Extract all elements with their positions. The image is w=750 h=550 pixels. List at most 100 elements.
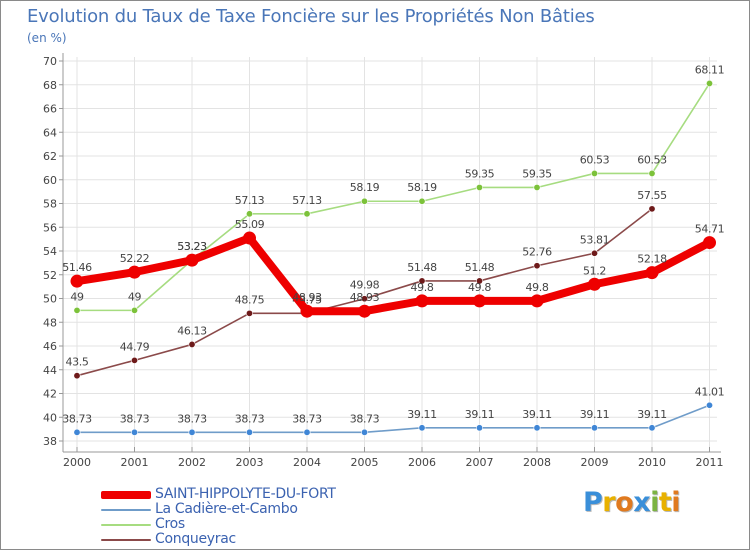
proxiti-logo: Proxiti bbox=[583, 487, 681, 518]
data-label-la-cadi-re-et-cambo: 38.73 bbox=[235, 412, 265, 425]
data-label-la-cadi-re-et-cambo: 38.73 bbox=[62, 412, 92, 425]
data-label-cros: 59.35 bbox=[465, 167, 495, 180]
y-tick-label: 46 bbox=[43, 340, 57, 353]
data-point-conqueyrac bbox=[131, 356, 139, 364]
data-point-conqueyrac bbox=[246, 309, 254, 317]
data-label-la-cadi-re-et-cambo: 38.73 bbox=[292, 412, 322, 425]
legend-label: Cros bbox=[155, 516, 185, 532]
series-line-la-cadi-re-et-cambo bbox=[76, 404, 711, 434]
logo-letter: P bbox=[583, 487, 603, 518]
data-label-cros: 58.19 bbox=[350, 181, 380, 194]
data-point-saint-hippolyte-du-fort bbox=[128, 265, 141, 279]
data-label-cros: 49 bbox=[128, 290, 142, 303]
data-label-conqueyrac: 49.98 bbox=[350, 279, 380, 292]
x-tick-label: 2005 bbox=[351, 456, 379, 469]
data-point-conqueyrac bbox=[73, 372, 81, 380]
data-label-cros: 58.19 bbox=[407, 181, 437, 194]
legend-label: Conqueyrac bbox=[155, 531, 236, 547]
data-label-cros: 57.13 bbox=[235, 194, 265, 207]
y-tick-label: 50 bbox=[43, 293, 57, 306]
y-tick-label: 58 bbox=[43, 198, 57, 211]
data-label-conqueyrac: 51.48 bbox=[407, 261, 437, 274]
data-label-cros: 60.53 bbox=[580, 153, 610, 166]
y-tick-label: 68 bbox=[43, 79, 57, 92]
data-point-saint-hippolyte-du-fort bbox=[70, 274, 84, 288]
data-label-cros: 49 bbox=[70, 290, 84, 303]
data-label-cros: 57.13 bbox=[292, 194, 322, 207]
data-point-saint-hippolyte-du-fort bbox=[588, 277, 601, 291]
logo-letter: i bbox=[650, 487, 659, 518]
data-label-saint-hippolyte-du-fort: 52.22 bbox=[120, 252, 150, 265]
logo-letter: r bbox=[602, 487, 616, 518]
data-point-conqueyrac bbox=[360, 295, 368, 303]
data-point-la-cadi-re-et-cambo bbox=[418, 424, 426, 432]
data-label-la-cadi-re-et-cambo: 38.73 bbox=[350, 412, 380, 425]
y-tick-label: 44 bbox=[43, 364, 57, 377]
y-tick-label: 56 bbox=[43, 221, 57, 234]
data-label-conqueyrac: 44.79 bbox=[120, 340, 150, 353]
legend-swatch bbox=[101, 491, 151, 499]
data-label-cros: 60.53 bbox=[637, 153, 667, 166]
data-point-cros bbox=[73, 306, 81, 314]
data-point-saint-hippolyte-du-fort bbox=[530, 294, 544, 308]
data-label-saint-hippolyte-du-fort: 49.8 bbox=[468, 281, 491, 294]
data-point-conqueyrac bbox=[590, 249, 598, 257]
x-tick-label: 2001 bbox=[121, 456, 149, 469]
data-point-conqueyrac bbox=[418, 277, 426, 285]
series-line-cros bbox=[76, 82, 711, 312]
y-tick-label: 62 bbox=[43, 150, 57, 163]
x-tick-label: 2007 bbox=[466, 456, 494, 469]
data-label-saint-hippolyte-du-fort: 55.09 bbox=[235, 218, 265, 231]
y-tick-label: 48 bbox=[43, 316, 57, 329]
y-tick-label: 66 bbox=[43, 103, 57, 116]
data-point-conqueyrac bbox=[475, 277, 483, 285]
data-label-saint-hippolyte-du-fort: 49.8 bbox=[526, 281, 549, 294]
y-tick-label: 70 bbox=[43, 55, 57, 68]
x-tick-label: 2004 bbox=[293, 456, 321, 469]
data-point-la-cadi-re-et-cambo bbox=[131, 428, 139, 436]
data-label-saint-hippolyte-du-fort: 52.18 bbox=[637, 253, 667, 266]
data-label-la-cadi-re-et-cambo: 41.01 bbox=[695, 385, 725, 398]
x-tick-label: 2002 bbox=[178, 456, 206, 469]
data-point-la-cadi-re-et-cambo bbox=[705, 401, 713, 409]
data-point-cros bbox=[246, 210, 254, 218]
data-label-saint-hippolyte-du-fort: 48.93 bbox=[350, 291, 380, 304]
data-point-la-cadi-re-et-cambo bbox=[246, 428, 254, 436]
x-tick-label: 2010 bbox=[638, 456, 666, 469]
data-label-saint-hippolyte-du-fort: 48.93 bbox=[292, 291, 322, 304]
data-point-cros bbox=[131, 306, 139, 314]
data-point-cros bbox=[533, 183, 541, 191]
data-label-conqueyrac: 53.81 bbox=[580, 233, 610, 246]
data-label-cros: 59.35 bbox=[522, 167, 552, 180]
data-point-cros bbox=[705, 79, 713, 87]
data-label-saint-hippolyte-du-fort: 54.71 bbox=[695, 223, 725, 236]
y-tick-label: 54 bbox=[43, 245, 57, 258]
data-point-cros bbox=[648, 169, 656, 177]
legend-swatch bbox=[101, 524, 151, 526]
data-label-conqueyrac: 57.55 bbox=[637, 189, 667, 202]
data-point-saint-hippolyte-du-fort bbox=[358, 304, 371, 318]
data-label-conqueyrac: 43.5 bbox=[66, 356, 89, 369]
data-point-la-cadi-re-et-cambo bbox=[360, 428, 368, 436]
data-point-la-cadi-re-et-cambo bbox=[590, 424, 598, 432]
x-tick-label: 2008 bbox=[523, 456, 551, 469]
data-point-saint-hippolyte-du-fort bbox=[243, 231, 256, 245]
x-tick-label: 2009 bbox=[581, 456, 609, 469]
logo-letter: o bbox=[615, 487, 634, 518]
logo-letter: t bbox=[658, 487, 672, 518]
legend-swatch bbox=[101, 509, 151, 511]
data-point-la-cadi-re-et-cambo bbox=[73, 428, 81, 436]
data-point-conqueyrac bbox=[533, 262, 541, 270]
data-label-la-cadi-re-et-cambo: 38.73 bbox=[177, 412, 207, 425]
chart-title: Evolution du Taux de Taxe Foncière sur l… bbox=[27, 6, 595, 27]
data-point-saint-hippolyte-du-fort bbox=[645, 266, 659, 280]
data-point-conqueyrac bbox=[188, 340, 196, 348]
data-label-la-cadi-re-et-cambo: 39.11 bbox=[580, 408, 610, 421]
data-point-la-cadi-re-et-cambo bbox=[475, 424, 483, 432]
data-point-cros bbox=[475, 183, 483, 191]
data-label-la-cadi-re-et-cambo: 39.11 bbox=[637, 408, 667, 421]
data-point-la-cadi-re-et-cambo bbox=[303, 428, 311, 436]
logo-letter: x bbox=[633, 487, 651, 518]
data-point-saint-hippolyte-du-fort bbox=[300, 304, 314, 318]
data-point-cros bbox=[590, 169, 598, 177]
